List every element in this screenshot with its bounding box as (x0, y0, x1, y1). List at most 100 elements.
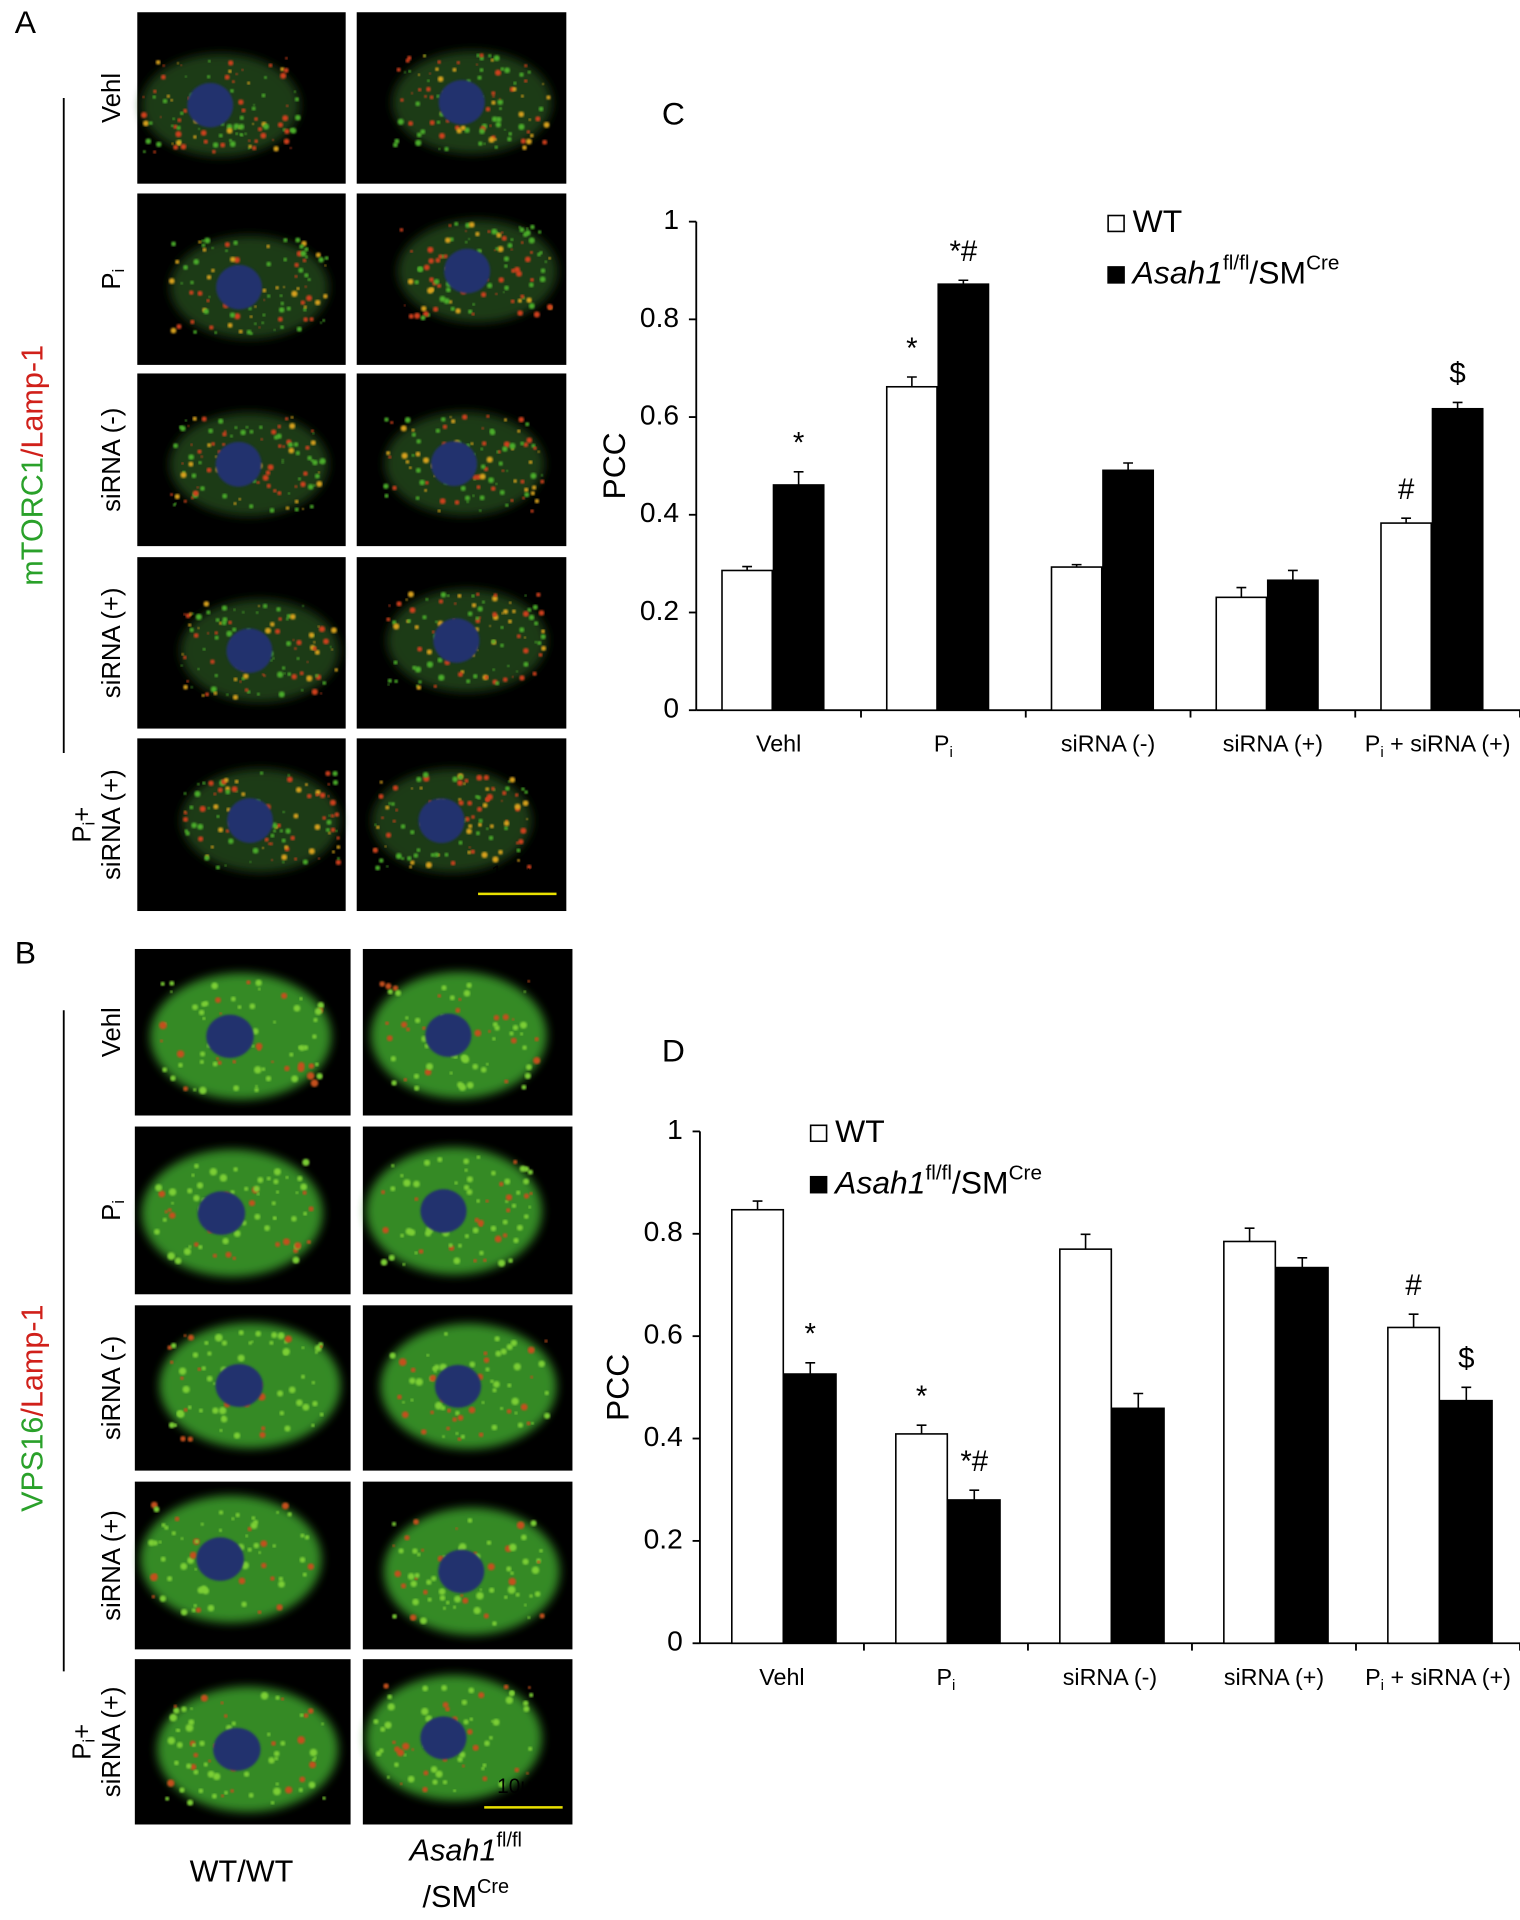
speckle (454, 221, 459, 227)
speckle (189, 805, 194, 810)
speckle (285, 1175, 289, 1179)
speckle (213, 804, 219, 810)
speckle (174, 493, 180, 500)
speckle (479, 1588, 483, 1592)
speckle (319, 1412, 324, 1417)
speckle (215, 865, 220, 870)
speckle (522, 1558, 529, 1565)
speckle (222, 1237, 229, 1245)
speckle (306, 675, 313, 682)
speckle (187, 1334, 195, 1341)
text-segment: siRNA (+) (98, 1510, 126, 1621)
speckle (449, 995, 455, 1001)
speckle (255, 611, 259, 614)
speckle (385, 983, 392, 990)
speckle (466, 1188, 473, 1195)
speckle (238, 99, 244, 105)
speckle (167, 1576, 173, 1582)
speckle (527, 1169, 534, 1175)
speckle (492, 611, 498, 617)
speckle (523, 442, 529, 448)
speckle (304, 285, 307, 288)
speckle (467, 611, 473, 617)
legend-label: WT (835, 1113, 885, 1149)
bar (772, 484, 825, 712)
speckle (271, 1201, 276, 1206)
bar (1266, 579, 1319, 711)
speckle (251, 106, 256, 111)
speckle (421, 1707, 429, 1716)
speckle (316, 480, 323, 487)
speckle (202, 247, 207, 252)
speckle (458, 1243, 462, 1248)
speckle (214, 631, 218, 635)
speckle (247, 147, 250, 150)
speckle (233, 256, 241, 264)
significance-label: *# (949, 235, 977, 268)
y-tick-label: 0.8 (644, 1215, 683, 1247)
speckle (513, 81, 517, 85)
speckle (235, 72, 238, 76)
speckle (193, 1194, 200, 1202)
speckle (314, 824, 321, 830)
speckle (322, 293, 328, 299)
speckle (310, 440, 316, 446)
speckle (391, 1521, 397, 1527)
speckle (410, 1580, 417, 1587)
nucleus (196, 1537, 244, 1581)
speckle (453, 1789, 457, 1793)
speckle (479, 68, 484, 73)
speckle (335, 859, 342, 866)
speckle (524, 487, 529, 493)
speckle (302, 1190, 307, 1195)
speckle (262, 474, 269, 481)
speckle (518, 111, 525, 118)
text-segment: mTORC1 (15, 457, 49, 586)
speckle (180, 1608, 188, 1616)
speckle (497, 245, 504, 253)
speckle (303, 1713, 309, 1718)
speckle (183, 1408, 188, 1412)
speckle (411, 432, 416, 437)
speckle (261, 846, 265, 850)
speckle (516, 270, 523, 277)
speckle (460, 1594, 464, 1598)
nucleus (420, 1716, 467, 1760)
speckle (214, 1333, 223, 1342)
speckle (233, 1085, 240, 1092)
speckle (153, 1506, 160, 1513)
speckle (420, 315, 426, 321)
speckle (372, 847, 379, 853)
text-segment: Vehl (98, 1007, 126, 1057)
cell (383, 411, 545, 516)
speckle (180, 664, 183, 667)
speckle (411, 1748, 415, 1751)
speckle (387, 678, 393, 683)
speckle (142, 120, 149, 127)
speckle (191, 1173, 195, 1177)
speckle (269, 621, 275, 627)
speckle (520, 441, 525, 446)
speckle (330, 814, 335, 818)
speckle (293, 1004, 301, 1012)
speckle (384, 493, 389, 498)
speckle (241, 1601, 247, 1608)
speckle (534, 1591, 541, 1597)
speckle (386, 451, 391, 456)
speckle (192, 1004, 198, 1011)
speckle (488, 54, 492, 58)
speckle (231, 80, 235, 84)
speckle (392, 485, 397, 491)
speckle (276, 607, 281, 612)
speckle (273, 829, 277, 833)
text-segment: i (80, 822, 99, 826)
cell (150, 973, 332, 1100)
speckle (387, 1694, 393, 1700)
speckle (195, 1607, 202, 1613)
speckle (422, 615, 427, 620)
speckle (436, 94, 440, 98)
speckle (327, 795, 330, 798)
speckle (180, 1537, 184, 1540)
speckle (492, 1621, 497, 1626)
speckle (178, 1367, 187, 1375)
